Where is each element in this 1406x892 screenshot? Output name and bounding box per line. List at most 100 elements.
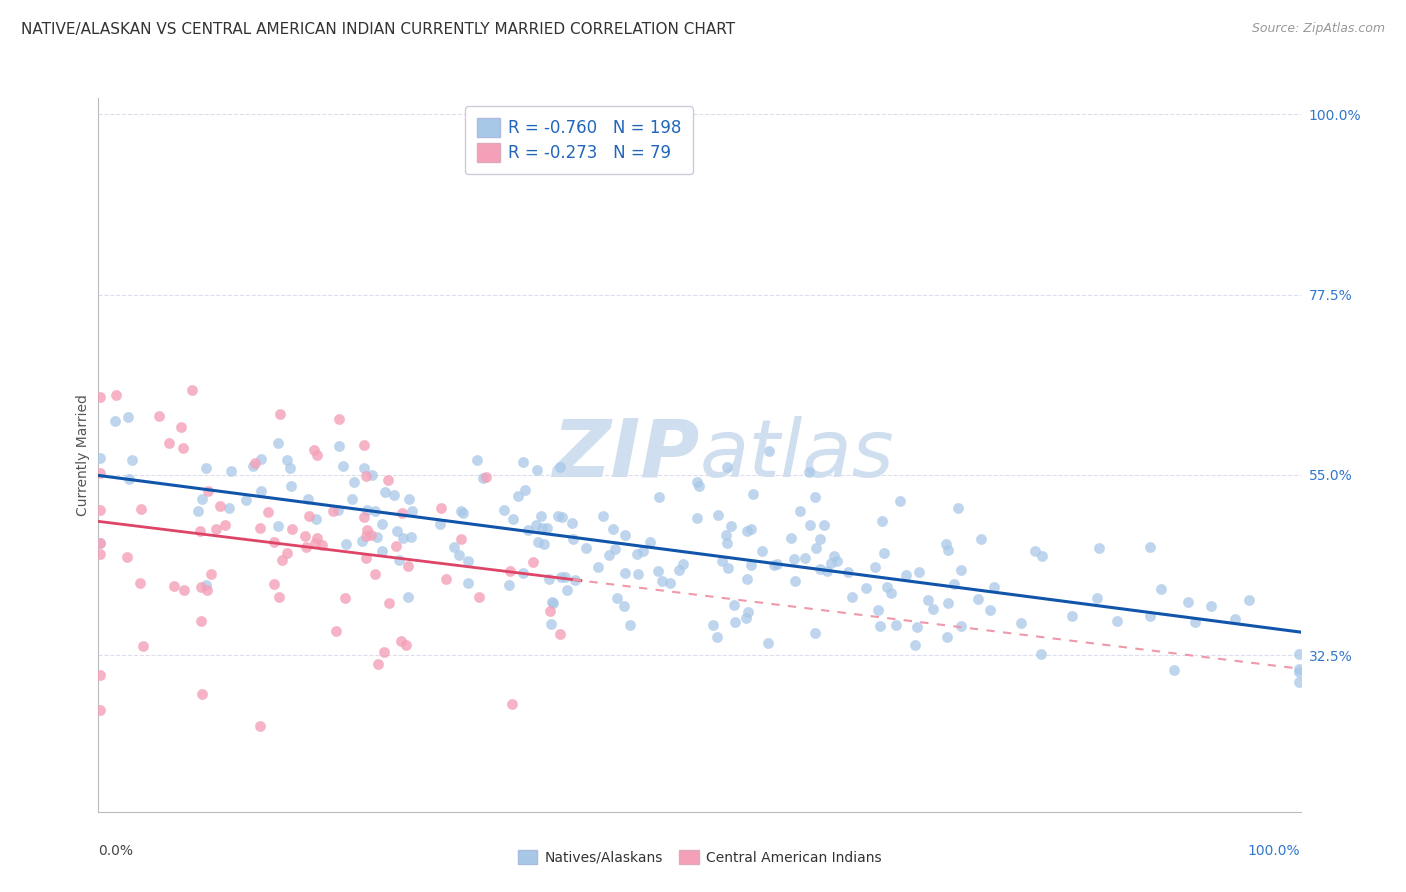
Point [492, 503, 515, 517]
Point [340, 491, 363, 506]
Point [457, 576, 479, 591]
Point [218, 501, 240, 516]
Point [1031, 648, 1053, 662]
Text: atlas: atlas [700, 416, 894, 494]
Point [129, 575, 152, 590]
Text: 0.0%: 0.0% [98, 844, 134, 858]
Point [526, 463, 548, 477]
Point [118, 473, 141, 487]
Point [648, 490, 671, 504]
Point [1288, 675, 1310, 690]
Point [163, 578, 186, 592]
Point [1085, 591, 1108, 605]
Point [180, 383, 202, 397]
Point [626, 547, 648, 561]
Point [117, 409, 139, 424]
Point [221, 465, 243, 479]
Point [540, 595, 562, 609]
Point [377, 596, 399, 610]
Point [131, 502, 153, 516]
Point [613, 599, 636, 613]
Point [1239, 593, 1261, 607]
Point [527, 534, 550, 549]
Point [370, 517, 392, 532]
Point [756, 635, 779, 649]
Text: 100.0%: 100.0% [1249, 844, 1301, 858]
Point [131, 639, 153, 653]
Point [785, 574, 807, 588]
Point [804, 491, 827, 505]
Point [555, 582, 578, 597]
Point [1288, 665, 1310, 679]
Point [606, 591, 628, 606]
Point [737, 605, 759, 619]
Point [716, 528, 738, 542]
Point [353, 510, 375, 524]
Point [876, 580, 898, 594]
Point [522, 555, 544, 569]
Point [354, 528, 377, 542]
Point [249, 452, 271, 467]
Point [242, 459, 264, 474]
Point [430, 501, 453, 516]
Point [332, 458, 354, 473]
Point [799, 517, 821, 532]
Point [783, 552, 806, 566]
Point [294, 529, 316, 543]
Point [837, 565, 859, 579]
Point [475, 470, 498, 484]
Point [813, 518, 835, 533]
Point [434, 573, 457, 587]
Point [841, 590, 863, 604]
Point [305, 532, 328, 546]
Point [191, 687, 214, 701]
Point [627, 567, 650, 582]
Point [451, 506, 474, 520]
Point [267, 519, 290, 533]
Point [526, 517, 548, 532]
Point [302, 443, 325, 458]
Point [870, 514, 893, 528]
Point [688, 479, 710, 493]
Point [89, 451, 111, 466]
Point [326, 503, 349, 517]
Point [195, 583, 218, 598]
Point [257, 505, 280, 519]
Point [391, 506, 413, 520]
Point [305, 448, 328, 462]
Text: NATIVE/ALASKAN VS CENTRAL AMERICAN INDIAN CURRENTLY MARRIED CORRELATION CHART: NATIVE/ALASKAN VS CENTRAL AMERICAN INDIA… [21, 22, 735, 37]
Point [389, 633, 412, 648]
Point [668, 563, 690, 577]
Text: Source: ZipAtlas.com: Source: ZipAtlas.com [1251, 22, 1385, 36]
Point [468, 590, 491, 604]
Point [89, 466, 111, 480]
Point [89, 547, 111, 561]
Point [194, 578, 217, 592]
Point [740, 558, 762, 573]
Point [547, 508, 569, 523]
Point [278, 461, 301, 475]
Point [820, 556, 842, 570]
Point [281, 522, 304, 536]
Point [250, 483, 273, 498]
Point [197, 483, 219, 498]
Point [904, 638, 927, 652]
Point [533, 537, 555, 551]
Point [613, 566, 636, 580]
Point [396, 559, 419, 574]
Point [908, 566, 931, 580]
Point [633, 543, 655, 558]
Point [398, 491, 420, 506]
Point [280, 479, 302, 493]
Point [356, 503, 378, 517]
Point [758, 443, 780, 458]
Point [89, 503, 111, 517]
Point [638, 534, 661, 549]
Point [896, 567, 918, 582]
Point [1184, 615, 1206, 629]
Legend: Natives/Alaskans, Central American Indians: Natives/Alaskans, Central American India… [513, 846, 886, 869]
Point [322, 504, 344, 518]
Point [443, 540, 465, 554]
Point [367, 657, 389, 671]
Point [187, 504, 209, 518]
